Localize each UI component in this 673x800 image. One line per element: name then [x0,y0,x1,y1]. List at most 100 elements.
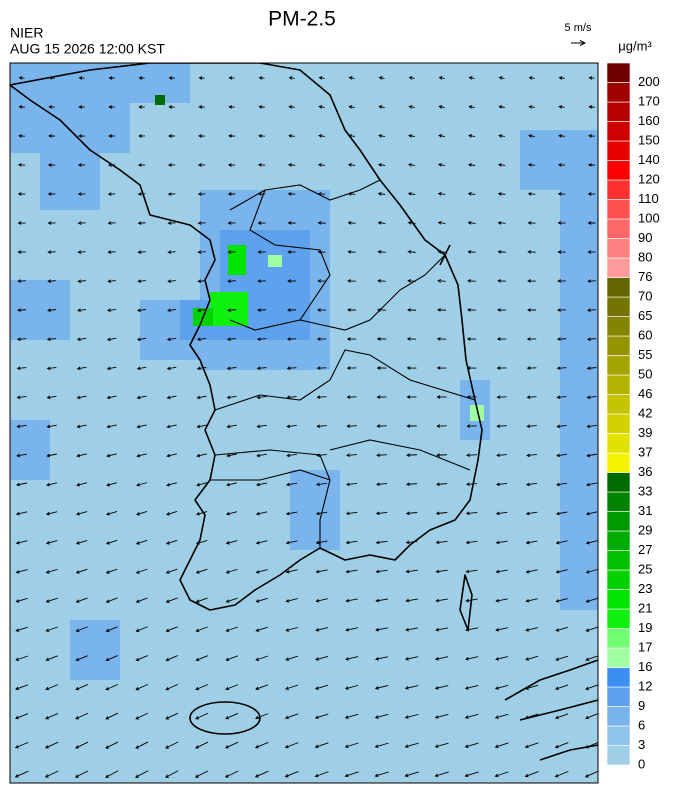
wind-arrow [495,598,508,603]
wind-arrow [227,308,237,312]
wind-arrow [226,482,238,487]
wind-arrow [226,453,237,458]
wind-arrow [496,424,507,428]
wind-arrow [348,76,355,80]
wind-arrow [226,395,237,400]
wind-arrow [495,540,508,545]
wind-arrow [107,192,116,196]
wind-arrow [138,105,145,109]
coastline [10,63,598,761]
wind-arrow [135,741,149,749]
wind-arrow [256,482,268,487]
wind-arrow [195,539,208,545]
wind-arrow [587,279,596,283]
wind-arrow [464,771,479,778]
colorbar-label: 6 [638,717,645,732]
wind-arrow [584,741,598,749]
wind-arrow [255,511,268,516]
colorbar-box [606,374,631,395]
agency: NIER [10,25,43,41]
wind-arrow [76,395,87,400]
wind-arrow [165,770,179,778]
wind-arrow [196,395,207,400]
wind-arrow [524,771,539,778]
wind-arrow [318,76,325,80]
wind-arrow [136,395,147,400]
wind-arrow [526,453,537,458]
wind-arrow [436,366,447,370]
wind-arrow [198,76,205,80]
wind-arrow [135,655,148,662]
wind-arrow [106,337,117,342]
wind-arrow [287,308,297,312]
wind-arrow [408,134,415,138]
wind-arrow [374,685,389,690]
wind-arrow [108,134,115,138]
wind-arrow [557,163,566,167]
wind-arrow [16,482,28,487]
wind-arrow [408,76,415,80]
wind-arrow [225,597,238,603]
wind-arrow [434,685,449,690]
colorbar-box [606,218,631,239]
wind-arrow [15,540,28,545]
colorbar-label: 70 [638,288,652,303]
wind-arrow [494,771,509,778]
wind-arrow [226,366,237,371]
wind-arrow [254,713,269,720]
wind-arrow [405,540,418,545]
wind-arrow [46,337,57,342]
wind-arrow [47,163,56,167]
wind-arrow [285,655,299,661]
wind-arrow [407,250,416,254]
wind-arrow [437,279,446,283]
wind-arrow [225,684,239,691]
wind-arrow [435,540,448,545]
wind-arrow [77,308,87,313]
wind-arrow [47,221,56,225]
wind-arrow [285,540,298,545]
wind-arrow [525,655,539,661]
wind-arrow [347,192,356,196]
wind-arrow [45,626,58,632]
wind-arrow [105,568,118,574]
wind-arrow [437,250,446,254]
colorbar-label: 0 [638,756,645,771]
wind-arrow [14,770,29,778]
wind-arrow [557,279,566,283]
wind-arrow [436,424,447,428]
wind-arrow [495,627,508,632]
wind-arrow [75,568,88,574]
wind-arrow [405,627,419,632]
wind-arrow [225,511,238,516]
province-borders [210,179,476,548]
wind-arrow [408,105,415,109]
wind-arrow [76,482,88,487]
wind-arrow [377,279,386,283]
wind-arrow [554,770,569,778]
wind-arrow [75,712,89,720]
wind-arrow [494,742,509,749]
wind-arrow [586,453,597,458]
wind-arrow [106,424,117,429]
wind-arrow [108,105,115,109]
wind-arrow [14,713,29,720]
wind-arrow [467,279,476,283]
wind-arrow [435,598,448,603]
wind-arrow [77,163,86,167]
colorbar-box [606,433,631,454]
wind-arrow [48,76,55,80]
wind-arrow [465,627,479,632]
wind-arrow [496,395,507,399]
wind-arrow [524,684,539,690]
map-frame [9,62,599,784]
colorbar-box [606,394,631,415]
wind-arrow [165,568,178,574]
wind-arrow [135,539,148,545]
wind-arrow [17,308,27,312]
wind-arrow [497,221,506,225]
wind-arrow [314,713,329,720]
wind-arrow [467,308,477,312]
colorbar-box [606,589,631,610]
